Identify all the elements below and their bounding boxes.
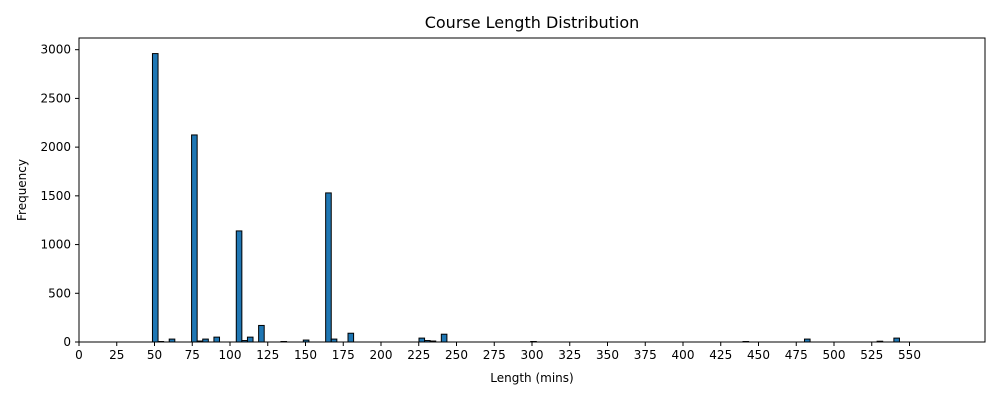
x-tick-label: 225 bbox=[407, 348, 430, 362]
histogram-bar bbox=[894, 338, 900, 342]
chart-title: Course Length Distribution bbox=[425, 13, 640, 32]
x-tick-label: 400 bbox=[672, 348, 695, 362]
y-tick-label: 2000 bbox=[40, 140, 71, 154]
x-tick-label: 200 bbox=[370, 348, 393, 362]
x-tick-label: 50 bbox=[147, 348, 162, 362]
histogram-bar bbox=[348, 333, 354, 342]
x-tick-label: 75 bbox=[185, 348, 200, 362]
histogram-bar bbox=[214, 337, 220, 342]
x-tick-label: 475 bbox=[785, 348, 808, 362]
x-tick-label: 550 bbox=[898, 348, 921, 362]
histogram-bar bbox=[259, 325, 265, 342]
histogram-bar bbox=[441, 334, 447, 342]
x-tick-label: 25 bbox=[109, 348, 124, 362]
y-tick-label: 0 bbox=[63, 335, 71, 349]
x-axis-title: Length (mins) bbox=[490, 371, 573, 385]
x-tick-label: 150 bbox=[294, 348, 317, 362]
x-tick-label: 325 bbox=[558, 348, 581, 362]
x-tick-label: 425 bbox=[709, 348, 732, 362]
histogram-bar bbox=[236, 231, 242, 342]
x-tick-label: 250 bbox=[445, 348, 468, 362]
x-tick-label: 300 bbox=[521, 348, 544, 362]
y-tick-label: 500 bbox=[48, 286, 71, 300]
y-tick-label: 1500 bbox=[40, 189, 71, 203]
y-tick-label: 2500 bbox=[40, 91, 71, 105]
histogram-bar bbox=[192, 135, 198, 342]
x-tick-label: 275 bbox=[483, 348, 506, 362]
x-tick-label: 525 bbox=[860, 348, 883, 362]
x-tick-label: 450 bbox=[747, 348, 770, 362]
histogram-bar bbox=[419, 338, 425, 342]
x-tick-label: 500 bbox=[823, 348, 846, 362]
x-tick-label: 125 bbox=[256, 348, 279, 362]
y-axis-title: Frequency bbox=[15, 159, 29, 221]
x-tick-label: 175 bbox=[332, 348, 355, 362]
x-tick-label: 350 bbox=[596, 348, 619, 362]
y-tick-label: 3000 bbox=[40, 43, 71, 57]
histogram-bar bbox=[247, 337, 253, 342]
histogram-bar bbox=[326, 193, 332, 342]
histogram-bar bbox=[152, 54, 158, 342]
x-tick-label: 100 bbox=[219, 348, 242, 362]
y-tick-label: 1000 bbox=[40, 238, 71, 252]
x-tick-label: 0 bbox=[75, 348, 83, 362]
x-tick-label: 375 bbox=[634, 348, 657, 362]
